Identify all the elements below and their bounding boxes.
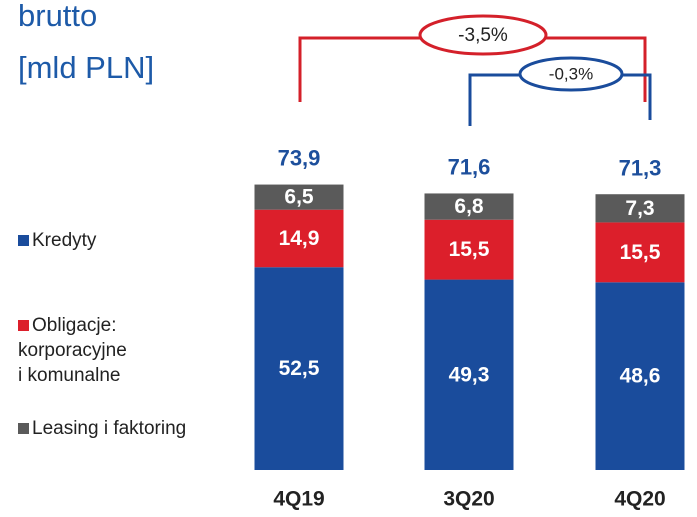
bar-segment: [595, 282, 685, 470]
bracket: [544, 36, 647, 102]
title-line: [mld PLN]: [18, 50, 154, 85]
bar-segment: [424, 193, 514, 220]
legend-item: Leasing i faktoring: [18, 416, 186, 441]
change-bubble: [418, 14, 548, 56]
x-tick-label: 3Q20: [443, 488, 494, 511]
value-label: 15,5: [449, 238, 490, 261]
total-label: 73,9: [278, 145, 321, 170]
value-label: 14,9: [279, 227, 320, 250]
value-label: 6,5: [284, 186, 314, 209]
bar-segment: [254, 184, 344, 210]
bracket: [622, 73, 652, 120]
bar-segment: [595, 222, 685, 283]
bar-segment: [595, 194, 685, 223]
title-line: brutto: [18, 0, 97, 33]
bracket: [298, 36, 422, 102]
legend-label: Kredyty: [32, 230, 97, 251]
bar-segment: [254, 267, 344, 470]
bar-segment: [254, 209, 344, 268]
total-label: 71,3: [619, 155, 662, 180]
x-tick-label: 4Q20: [614, 488, 665, 511]
legend-swatch: [18, 320, 29, 331]
legend-item: Kredyty: [18, 228, 96, 253]
value-label: 15,5: [620, 241, 661, 264]
change-label: -3,5%: [458, 25, 508, 46]
legend-swatch: [18, 423, 29, 434]
total-label: 71,6: [448, 154, 491, 179]
change-bubble: [518, 56, 624, 92]
legend-label: Obligacje: korporacyjne i komunalne: [18, 315, 127, 386]
value-label: 6,8: [454, 195, 484, 218]
value-label: 52,5: [279, 357, 320, 380]
value-label: 48,6: [620, 365, 661, 388]
legend-item: Obligacje: korporacyjne i komunalne: [18, 313, 127, 388]
change-label: -0,3%: [549, 64, 593, 83]
bar-segment: [424, 219, 514, 280]
bar-segment: [424, 279, 514, 470]
value-label: 49,3: [449, 363, 490, 386]
x-tick-label: 4Q19: [273, 488, 324, 511]
legend-label: Leasing i faktoring: [32, 418, 187, 439]
bracket: [468, 73, 520, 126]
value-label: 7,3: [625, 197, 654, 220]
legend-swatch: [18, 235, 29, 246]
